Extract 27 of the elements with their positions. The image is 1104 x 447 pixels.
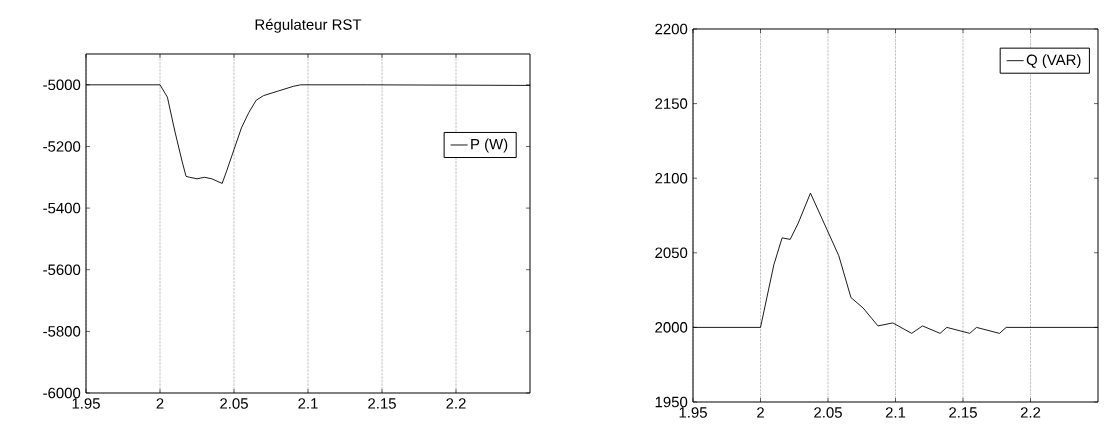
y-tick-label: -6000 [43,387,81,399]
legend-label: P (W) [471,138,508,153]
x-tick-label: 2 [156,398,164,409]
x-tick-label: 2.05 [220,398,248,409]
x-tick-label: 2 [757,407,764,418]
x-tick-label: 2.1 [298,398,318,409]
y-tick-label: 2050 [655,247,688,259]
legend-label: Q (VAR) [1026,54,1081,69]
x-tick-label: 1.95 [679,407,707,418]
y-tick-label: -5200 [43,141,81,152]
y-tick-label: 2200 [655,23,688,35]
x-tick-label: 2.2 [446,398,466,409]
x-tick-label: 2.2 [1020,407,1041,418]
x-tick-label: 1.95 [72,398,100,409]
y-tick-label: -5800 [43,326,81,337]
x-tick-label: 2.05 [814,407,842,418]
y-tick-label: 1950 [655,396,688,408]
y-tick-label: 2150 [655,98,688,109]
y-tick-label: 2100 [655,172,688,184]
y-tick-label: 2000 [655,322,688,333]
y-tick-label: -5400 [43,202,81,214]
y-tick-label: -5600 [43,264,81,276]
x-tick-label: 2.15 [949,407,977,418]
y-tick-label: -5000 [43,79,81,91]
chart-title: Régulateur RST [255,18,362,33]
x-tick-label: 2.15 [368,398,396,409]
x-tick-label: 2.1 [885,407,906,418]
